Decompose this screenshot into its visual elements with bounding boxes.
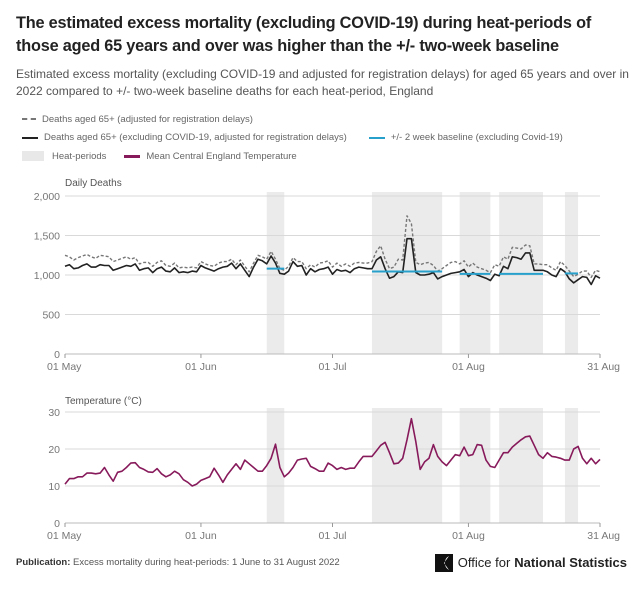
x-tick-label: 01 Aug	[452, 530, 485, 542]
legend-label: Deaths aged 65+ (adjusted for registrati…	[42, 113, 253, 125]
y-axis-label: Daily Deaths	[65, 178, 122, 189]
header: The estimated excess mortality (excludin…	[0, 0, 639, 172]
legend-swatch-solid	[22, 136, 38, 139]
legend-item-deaths-excl: Deaths aged 65+ (excluding COVID-19, adj…	[22, 129, 629, 148]
ons-logo-icon	[434, 553, 453, 572]
chart-subtitle: Estimated excess mortality (excluding CO…	[16, 67, 629, 98]
x-tick-label: 01 Aug	[452, 361, 485, 373]
publication-label: Publication:	[16, 557, 71, 568]
legend-swatch-dashed	[22, 118, 36, 121]
legend-swatch-temperature	[124, 155, 141, 158]
chart-1: 0 500 1,000 1,500 2,000 Daily Deaths 01 May 01 …	[34, 178, 620, 373]
y-tick-label: 500	[42, 309, 60, 321]
publication-text: Excess mortality during heat-periods: 1 …	[73, 557, 340, 568]
x-tick-label: 31 Aug	[587, 361, 620, 373]
y-tick-label: 0	[54, 349, 60, 361]
deaths-all-line	[64, 214, 601, 278]
heat-period-band	[266, 191, 285, 354]
logo-text-b: National Statistics	[514, 555, 627, 570]
y-tick-label: 10	[48, 481, 60, 493]
footer-row: Publication: Excess mortality during hea…	[0, 553, 639, 582]
y-tick-label: 0	[54, 518, 60, 530]
legend-label: Heat-periods	[52, 150, 107, 162]
legend-swatch-heat	[22, 151, 44, 162]
y-tick-label: 30	[48, 407, 60, 419]
chart-2: 0 10 20 30 Temperature (°C) 01 May 01 Jun 01 Ju…	[47, 396, 620, 542]
temperature-line	[64, 417, 601, 487]
heat-period-band	[266, 407, 285, 523]
legend-label: +/- 2 week baseline (excluding Covid-19)	[390, 132, 563, 144]
y-tick-label: 1,000	[34, 270, 60, 282]
legend-item-deaths-all: Deaths aged 65+ (adjusted for registrati…	[22, 110, 629, 129]
publication-footer: Publication: Excess mortality during hea…	[16, 557, 340, 568]
x-tick-label: 01 May	[47, 361, 82, 373]
logo-text-a: Office for	[457, 555, 511, 570]
y-tick-label: 2,000	[34, 191, 60, 203]
x-tick-label: 01 May	[47, 530, 82, 542]
legend-swatch-baseline	[368, 136, 385, 139]
legend-label: Mean Central England Temperature	[146, 150, 297, 162]
x-tick-label: 01 Jun	[185, 530, 217, 542]
heat-period-band	[499, 407, 543, 523]
x-tick-label: 31 Aug	[587, 530, 620, 542]
ons-logo: Office for National Statistics	[434, 553, 627, 572]
x-tick-label: 01 Jul	[318, 530, 346, 542]
x-tick-label: 01 Jun	[185, 361, 217, 373]
chart-title: The estimated excess mortality (excludin…	[16, 14, 592, 55]
heat-period-band	[564, 407, 579, 523]
heat-period-band	[371, 407, 443, 523]
legend-item-heat: Heat-periods Mean Central England Temper…	[22, 147, 629, 166]
y-tick-label: 20	[48, 444, 60, 456]
heat-period-band	[459, 407, 491, 523]
y-axis-label: Temperature (°C)	[65, 396, 142, 407]
x-tick-label: 01 Jul	[318, 361, 346, 373]
y-tick-label: 1,500	[34, 230, 60, 242]
deaths-excl-covid-line	[64, 237, 601, 285]
legend: Deaths aged 65+ (adjusted for registrati…	[16, 110, 629, 172]
charts-svg: 0 500 1,000 1,500 2,000 Daily Deaths 01 May 01 …	[34, 178, 620, 542]
legend-label: Deaths aged 65+ (excluding COVID-19, adj…	[44, 132, 347, 144]
